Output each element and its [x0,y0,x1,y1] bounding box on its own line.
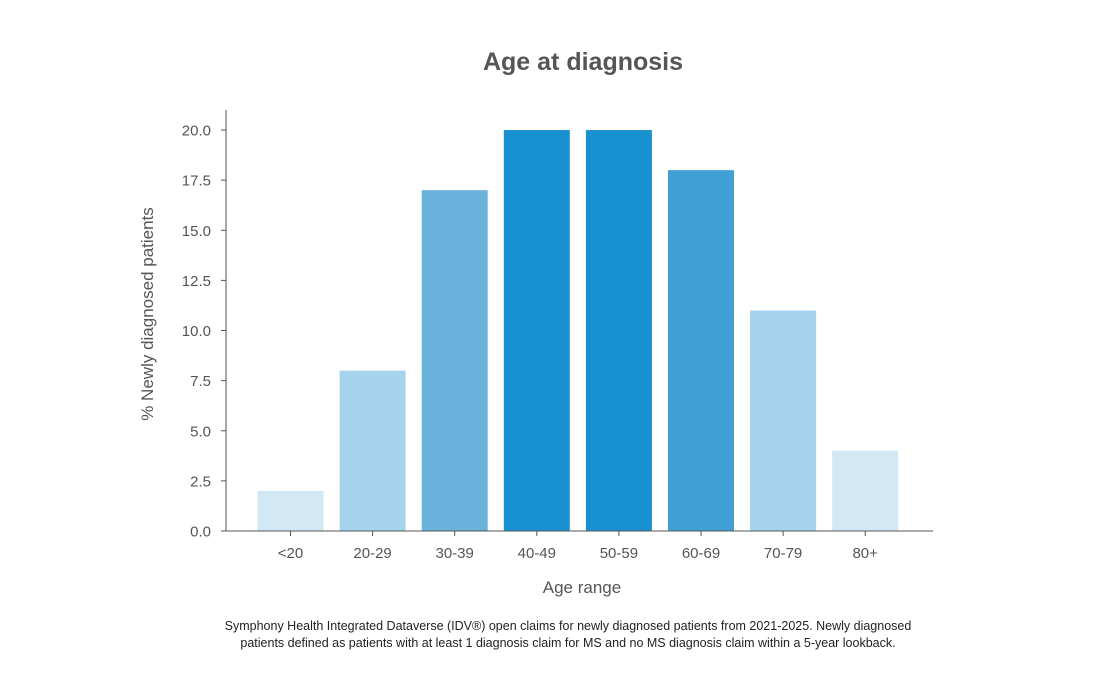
x-axis-label: Age range [543,578,621,597]
x-tick-label: 30-39 [436,545,474,562]
y-tick-label: 17.5 [182,173,211,190]
bar-60-69 [668,170,734,531]
x-tick-label: 40-49 [518,545,556,562]
y-tick-label: 5.0 [190,423,211,440]
y-tick-label: 7.5 [190,373,211,390]
y-tick-label: 0.0 [190,524,211,541]
y-tick-label: 12.5 [182,273,211,290]
bar-80 [832,450,899,531]
x-tick-label: 80+ [852,545,878,562]
chart-title: Age at diagnosis [483,48,683,76]
x-tick-label: 50-59 [600,545,638,562]
footnote-line-1: Symphony Health Integrated Dataverse (ID… [224,619,912,633]
bar-40-49 [503,130,570,532]
footnote: Symphony Health Integrated Dataverse (ID… [150,618,986,652]
bar-70-79 [750,310,817,531]
bar-30-39 [421,190,488,531]
x-ticks-group: <20 20-29 30-39 40-49 50-59 60-69 70-79 80+ [278,531,878,562]
y-ticks-group: 0.0 2.5 5.0 7.5 10.0 12.5 15.0 17.5 20.0 [182,123,226,541]
bars-group [257,130,899,532]
bar-50-59 [585,130,652,532]
y-tick-label: 2.5 [190,473,211,490]
y-tick-label: 20.0 [182,123,211,140]
x-tick-label: 70-79 [764,545,802,562]
x-tick-label: 20-29 [353,545,391,562]
y-tick-label: 10.0 [182,323,211,340]
bar-20 [257,490,324,531]
x-tick-label: 60-69 [682,545,720,562]
bar-20-29 [339,370,406,531]
footnote-line-2: patients defined as patients with at lea… [240,636,896,650]
x-tick-label: <20 [278,545,303,562]
y-axis-label: % Newly diagnosed patients [138,207,157,421]
y-tick-label: 15.0 [182,223,211,240]
